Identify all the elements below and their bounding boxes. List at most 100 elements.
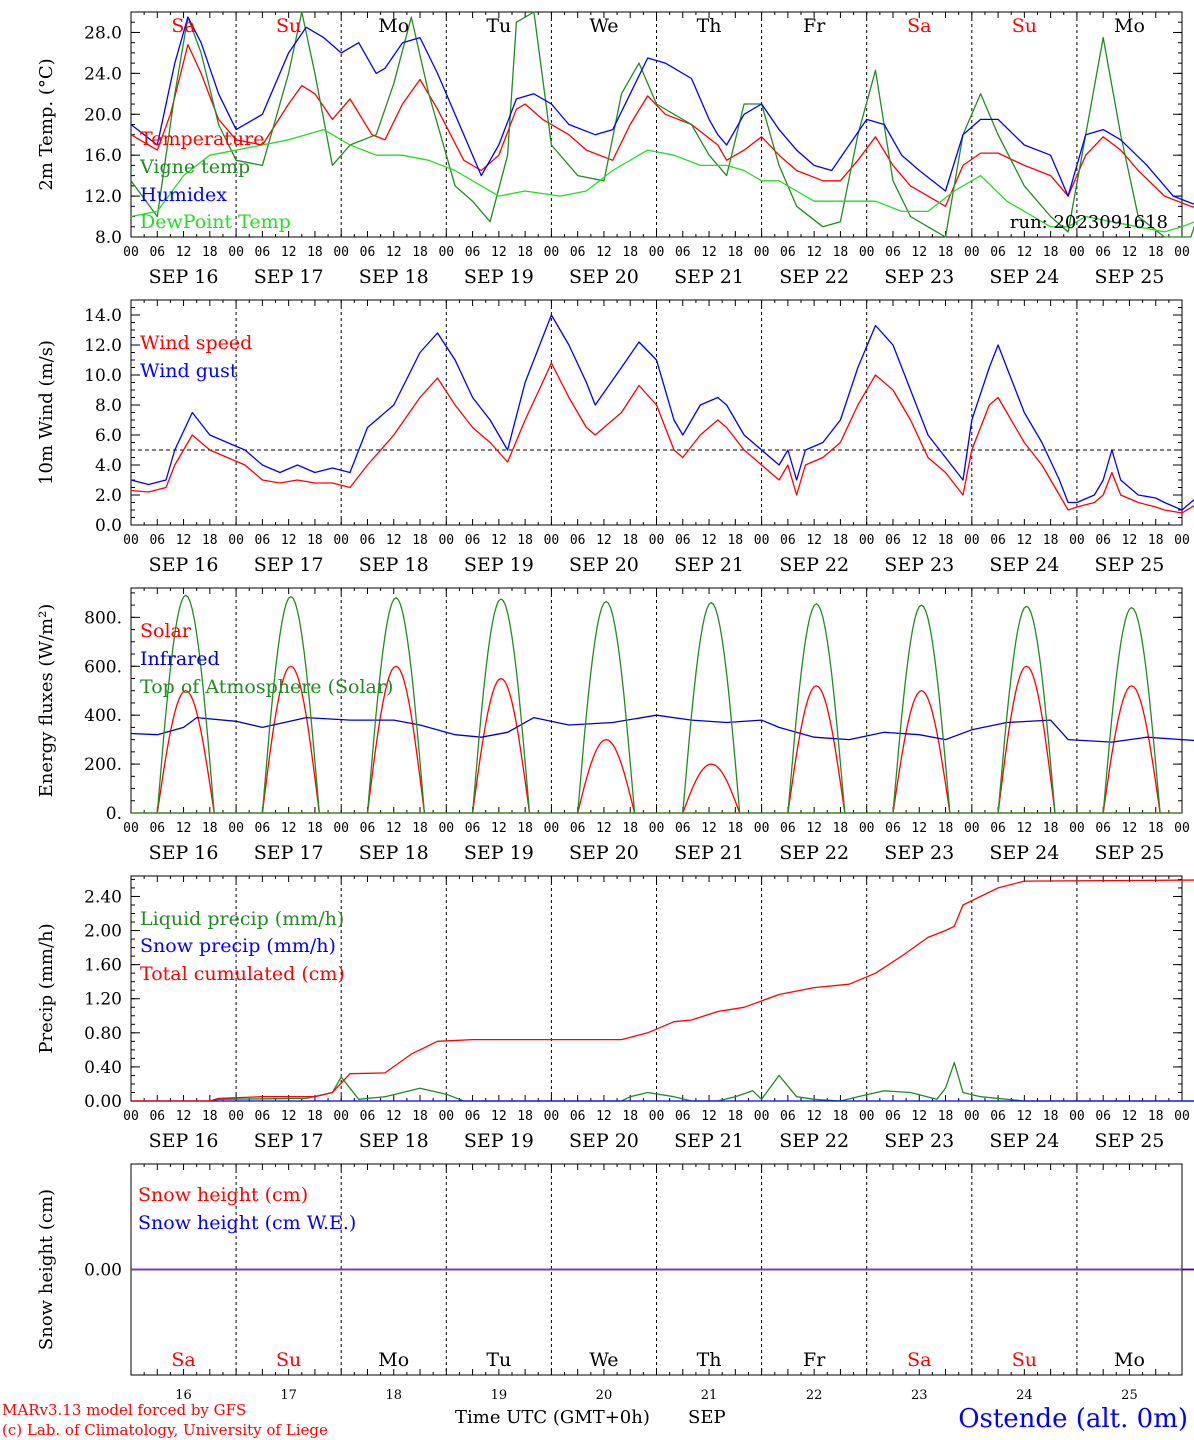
day-number-label: 22 — [806, 1388, 823, 1403]
hour-label: 00 — [123, 821, 139, 836]
hour-label: 18 — [307, 1109, 323, 1124]
series-line — [130, 16, 1194, 205]
hour-label: 06 — [885, 1109, 901, 1124]
date-label: SEP 16 — [149, 266, 219, 288]
series-line — [130, 362, 1194, 514]
hour-label: 12 — [806, 821, 822, 836]
hour-label: 18 — [833, 1109, 849, 1124]
hour-label: 00 — [964, 245, 980, 260]
series-line — [130, 314, 1194, 511]
hour-label: 06 — [675, 245, 691, 260]
hour-label: 06 — [990, 1109, 1006, 1124]
hour-label: 06 — [465, 1109, 481, 1124]
series-wind-0 — [130, 362, 1194, 514]
series-line — [131, 594, 1182, 814]
hour-label: 12 — [491, 1109, 507, 1124]
panel-snow: 0.00 Snow height (cm) Snow height (cm) Snow… — [36, 1163, 1194, 1403]
hour-label: 18 — [727, 245, 743, 260]
weekday-label: We — [589, 15, 618, 37]
date-label: SEP 24 — [989, 1130, 1059, 1152]
weekday-label: Th — [697, 15, 722, 37]
legend-entry: Temperature — [140, 128, 264, 150]
hour-label: 18 — [622, 1109, 638, 1124]
y-tick-label: 0. — [106, 804, 122, 824]
weekday-label: Mo — [378, 1349, 409, 1371]
day-number-label: 20 — [596, 1388, 613, 1403]
legend-entry: Infrared — [140, 648, 220, 670]
hour-label: 00 — [1174, 533, 1190, 548]
hour-label: 06 — [675, 821, 691, 836]
hour-label: 12 — [176, 533, 192, 548]
y-tick-label: 14.0 — [84, 306, 122, 326]
series-energy-2 — [131, 594, 1182, 814]
hour-label: 12 — [911, 1109, 927, 1124]
date-label: SEP 20 — [569, 1130, 639, 1152]
y-tick-label: 4.0 — [95, 456, 122, 476]
hour-label: 12 — [386, 1109, 402, 1124]
date-label: SEP 21 — [674, 266, 744, 288]
hour-label: 00 — [859, 533, 875, 548]
date-label: SEP 19 — [464, 1130, 534, 1152]
hour-label: 12 — [701, 533, 717, 548]
legend-entry: Total cumulated (cm) — [140, 963, 345, 985]
hour-label: 00 — [228, 1109, 244, 1124]
series-precip-0 — [131, 1061, 1194, 1102]
hour-label: 12 — [701, 245, 717, 260]
hour-label: 18 — [1148, 245, 1164, 260]
date-label: SEP 21 — [674, 554, 744, 576]
weekday-label: Sa — [171, 1349, 195, 1371]
hour-label: 18 — [727, 1109, 743, 1124]
hour-label: 06 — [675, 533, 691, 548]
hour-label: 00 — [333, 1109, 349, 1124]
weekday-label: Sa — [907, 1349, 931, 1371]
hour-label: 06 — [885, 533, 901, 548]
legend-entry: Top of Atmosphere (Solar) — [140, 676, 393, 698]
hour-label: 18 — [938, 245, 954, 260]
day-number-label: 16 — [175, 1388, 192, 1403]
hour-label: 00 — [333, 821, 349, 836]
date-label: SEP 22 — [779, 266, 849, 288]
series-temperature-0 — [130, 44, 1194, 208]
hour-label: 00 — [964, 1109, 980, 1124]
hour-label: 00 — [438, 821, 454, 836]
weekday-label: Sa — [171, 15, 195, 37]
hour-label: 00 — [1069, 1109, 1085, 1124]
hour-label: 06 — [255, 245, 271, 260]
hour-label: 00 — [544, 533, 560, 548]
date-label: SEP 24 — [989, 842, 1059, 864]
date-label: SEP 20 — [569, 266, 639, 288]
hour-label: 12 — [281, 821, 297, 836]
hour-label: 18 — [1148, 1109, 1164, 1124]
date-label: SEP 25 — [1095, 554, 1165, 576]
hour-label: 18 — [938, 533, 954, 548]
x-axis-month: SEP — [688, 1407, 726, 1428]
weekday-label: Sa — [907, 15, 931, 37]
hour-label: 18 — [202, 821, 218, 836]
date-label: SEP 20 — [569, 842, 639, 864]
date-label: SEP 17 — [254, 842, 324, 864]
date-label: SEP 19 — [464, 554, 534, 576]
date-label: SEP 16 — [149, 1130, 219, 1152]
weekday-label: Su — [276, 1349, 301, 1371]
weekday-label: Mo — [378, 15, 409, 37]
hour-label: 18 — [727, 533, 743, 548]
hour-label: 06 — [675, 1109, 691, 1124]
hour-label: 12 — [491, 245, 507, 260]
hour-label: 06 — [149, 821, 165, 836]
hour-label: 12 — [491, 821, 507, 836]
hour-label: 00 — [333, 533, 349, 548]
run-label: run: 2023091618 — [1010, 212, 1168, 233]
station-name: Ostende (alt. 0m) — [958, 1404, 1188, 1434]
hour-label: 00 — [544, 821, 560, 836]
credit-line-2: (c) Lab. of Climatology, University of L… — [2, 1421, 328, 1439]
weekday-label: Tu — [486, 1349, 511, 1371]
hour-label: 06 — [360, 533, 376, 548]
hour-label: 06 — [990, 245, 1006, 260]
y-tick-label: 0.00 — [84, 1092, 122, 1112]
hour-label: 00 — [859, 245, 875, 260]
y-tick-label: 16.0 — [84, 146, 122, 166]
hour-label: 06 — [1095, 821, 1111, 836]
hour-label: 18 — [1148, 533, 1164, 548]
hour-label: 18 — [622, 533, 638, 548]
